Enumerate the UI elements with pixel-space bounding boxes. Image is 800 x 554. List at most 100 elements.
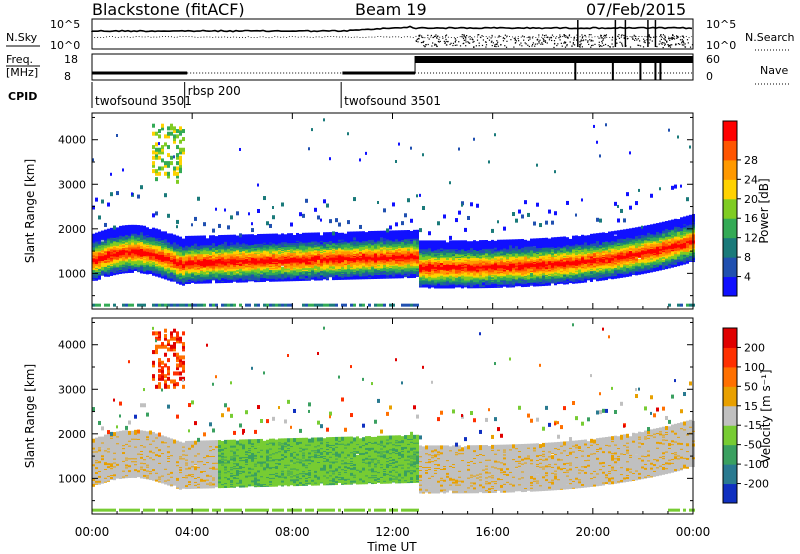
heatmap-cell: [119, 226, 122, 230]
nsearch-dot: [567, 44, 568, 45]
heatmap-cell: [179, 148, 182, 152]
nsearch-dot: [486, 44, 487, 45]
heatmap-cell: [137, 304, 140, 307]
heatmap-cell: [164, 304, 167, 307]
nsky-label: N.Sky: [6, 31, 38, 44]
heatmap-cell: [203, 235, 206, 239]
nsearch-dot: [423, 45, 424, 46]
heatmap-cell: [179, 140, 182, 144]
nsearch-dot: [444, 41, 445, 42]
nsearch-dot: [669, 45, 670, 46]
heatmap-cell: [182, 137, 185, 141]
station-title: Blackstone (fitACF): [92, 0, 245, 19]
nsearch-dot: [465, 36, 466, 37]
nsearch-dot: [418, 38, 419, 39]
heatmap-cell: [155, 304, 158, 307]
heatmap-cell: [179, 304, 182, 307]
nsearch-dot: [623, 35, 624, 36]
heatmap-cell: [116, 227, 119, 231]
nsearch-dot: [493, 42, 494, 43]
nsearch-dot: [473, 46, 474, 47]
heatmap-cell: [182, 239, 185, 243]
nsearch-dot: [549, 37, 550, 38]
heatmap-cell: [101, 231, 104, 235]
nsearch-dot: [425, 44, 426, 45]
nsearch-dot: [582, 46, 583, 47]
nsearch-dot: [433, 37, 434, 38]
heatmap-cell: [164, 231, 167, 235]
nsearch-dot: [470, 39, 471, 40]
heatmap-cell: [254, 304, 257, 307]
heatmap-cell: [182, 129, 185, 133]
nsearch-dot: [602, 43, 603, 44]
heatmap-cell: [173, 166, 176, 170]
heatmap-cell: [176, 225, 178, 228]
nsearch-dot: [455, 38, 456, 39]
nsearch-dot: [612, 43, 613, 44]
nsearch-dot: [690, 47, 691, 48]
nsearch-dot: [515, 38, 516, 39]
nsearch-dot: [692, 44, 693, 45]
heatmap-cell: [155, 177, 158, 181]
heatmap-cell: [131, 304, 134, 307]
nsearch-dot: [515, 42, 516, 43]
heatmap-cell: [248, 234, 251, 238]
heatmap-cell: [170, 132, 173, 136]
heatmap-cell: [272, 215, 275, 219]
heatmap-cell: [218, 263, 221, 267]
nsearch-dot: [634, 40, 635, 41]
cpid-label: CPID: [8, 90, 37, 103]
heatmap-cell: [137, 225, 140, 229]
nave-tick-low: 0: [706, 70, 713, 83]
nsearch-dot: [589, 34, 590, 35]
nsearch-dot: [535, 44, 536, 45]
nsearch-dot: [681, 42, 682, 43]
nsearch-dot: [538, 41, 539, 42]
heatmap-cell: [281, 202, 284, 206]
nsearch-dot: [659, 43, 660, 44]
nsearch-dot: [537, 43, 538, 44]
heatmap-cell: [230, 235, 233, 239]
heatmap-cell: [191, 223, 193, 226]
heatmap-cell: [152, 161, 155, 165]
nsearch-dot: [527, 45, 528, 46]
nsearch-dot: [483, 39, 484, 40]
heatmap-cell: [224, 209, 226, 212]
heatmap-cell: [152, 124, 155, 128]
nsearch-dot: [477, 40, 478, 41]
heatmap-cell: [143, 226, 146, 230]
heatmap-cell: [233, 304, 236, 307]
nsearch-dot: [446, 44, 447, 45]
nsearch-dot: [503, 38, 504, 39]
heatmap-cell: [248, 212, 250, 215]
nsearch-dot: [598, 38, 599, 39]
nsearch-dot: [445, 39, 446, 40]
nsearch-dot: [541, 42, 542, 43]
heatmap-cell: [158, 148, 161, 152]
nsearch-dot: [463, 38, 464, 39]
nsearch-dot: [661, 36, 662, 37]
nsearch-dot: [667, 44, 668, 45]
heatmap-cell: [155, 142, 158, 146]
heatmap-cell: [164, 172, 167, 176]
heatmap-cell: [176, 236, 179, 240]
heatmap-cell: [269, 234, 272, 238]
heatmap-cell: [182, 304, 185, 307]
heatmap-cell: [170, 233, 173, 237]
heatmap-cell: [176, 304, 179, 307]
heatmap-cell: [269, 224, 272, 228]
nsearch-dot: [599, 44, 600, 45]
heatmap-cell: [290, 233, 293, 237]
heatmap-cell: [221, 235, 224, 239]
heatmap-cell: [140, 225, 143, 229]
nsearch-dot: [581, 43, 582, 44]
nsearch-dot: [579, 47, 580, 48]
heatmap-cell: [212, 304, 215, 307]
nsearch-dot: [516, 40, 517, 41]
heatmap-cell: [110, 173, 112, 176]
nsearch-dot: [464, 36, 465, 37]
heatmap-cell: [155, 132, 158, 136]
nsearch-dot: [504, 38, 505, 39]
nsearch-dot: [478, 34, 479, 35]
heatmap-cell: [152, 304, 155, 307]
